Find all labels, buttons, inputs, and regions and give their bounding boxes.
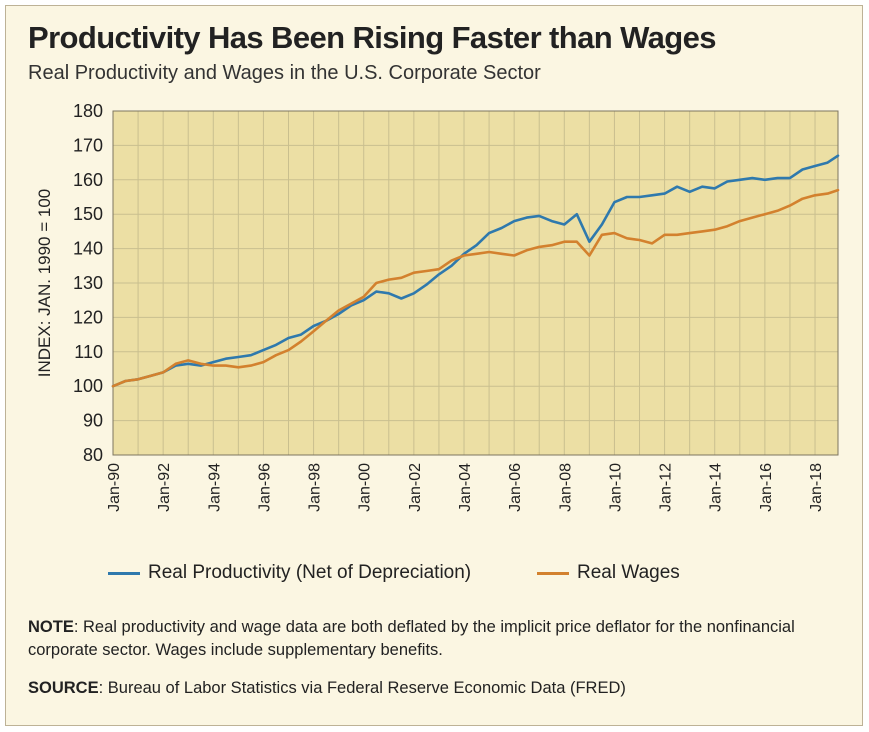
legend-item-productivity: Real Productivity (Net of Depreciation) <box>108 562 471 584</box>
note-label: NOTE <box>28 618 74 636</box>
note-text: NOTE: Real productivity and wage data ar… <box>28 616 828 662</box>
legend-label-wages: Real Wages <box>577 562 680 583</box>
legend-label-productivity: Real Productivity (Net of Depreciation) <box>148 562 472 583</box>
legend-swatch-productivity <box>108 571 140 575</box>
series-line-wages <box>111 188 840 388</box>
x-tick-label-Jan-06: Jan-06 <box>507 463 524 512</box>
source-label: SOURCE <box>28 679 99 697</box>
y-tick-label-120: 120 <box>73 307 103 327</box>
source-text: SOURCE: Bureau of Labor Statistics via F… <box>28 679 626 698</box>
y-tick-label-90: 90 <box>83 411 103 431</box>
x-tick-label-Jan-98: Jan-98 <box>307 463 324 512</box>
y-tick-label-100: 100 <box>73 376 103 396</box>
chart-subtitle: Real Productivity and Wages in the U.S. … <box>28 62 541 84</box>
source-body: : Bureau of Labor Statistics via Federal… <box>98 679 626 697</box>
x-tick-label-Jan-14: Jan-14 <box>708 463 725 512</box>
legend-swatch-wages <box>537 571 569 575</box>
x-tick-label-Jan-94: Jan-94 <box>206 463 223 512</box>
y-tick-label-140: 140 <box>73 239 103 259</box>
y-tick-label-160: 160 <box>73 170 103 190</box>
y-axis-label: INDEX: JAN. 1990 = 100 <box>35 189 54 378</box>
x-tick-label-Jan-96: Jan-96 <box>256 463 273 512</box>
legend: Real Productivity (Net of Depreciation) … <box>0 562 869 588</box>
x-tick-label-Jan-92: Jan-92 <box>156 463 173 512</box>
y-tick-label-150: 150 <box>73 204 103 224</box>
x-tick-label-Jan-10: Jan-10 <box>607 463 624 512</box>
x-tick-label-Jan-18: Jan-18 <box>808 463 825 512</box>
y-tick-label-180: 180 <box>73 101 103 121</box>
x-tick-label-Jan-04: Jan-04 <box>457 463 474 512</box>
x-tick-label-Jan-00: Jan-00 <box>357 463 374 512</box>
x-tick-label-Jan-08: Jan-08 <box>557 463 574 512</box>
x-tick-label-Jan-16: Jan-16 <box>758 463 775 512</box>
legend-item-wages: Real Wages <box>537 562 680 584</box>
y-tick-label-170: 170 <box>73 135 103 155</box>
y-tick-label-80: 80 <box>83 445 103 465</box>
series-line-productivity <box>111 154 840 388</box>
x-tick-label-Jan-90: Jan-90 <box>106 463 123 512</box>
note-body: : Real productivity and wage data are bo… <box>28 618 795 659</box>
y-tick-label-130: 130 <box>73 273 103 293</box>
plot-frame <box>112 110 839 456</box>
x-tick-label-Jan-12: Jan-12 <box>658 463 675 512</box>
line-chart: 80 90 100 110 120 130 140 150 160 170 180 Jan-90 Jan… <box>35 101 840 512</box>
x-tick-label-Jan-02: Jan-02 <box>407 463 424 512</box>
chart-title: Productivity Has Been Rising Faster than… <box>28 20 716 55</box>
y-tick-label-110: 110 <box>74 342 103 362</box>
